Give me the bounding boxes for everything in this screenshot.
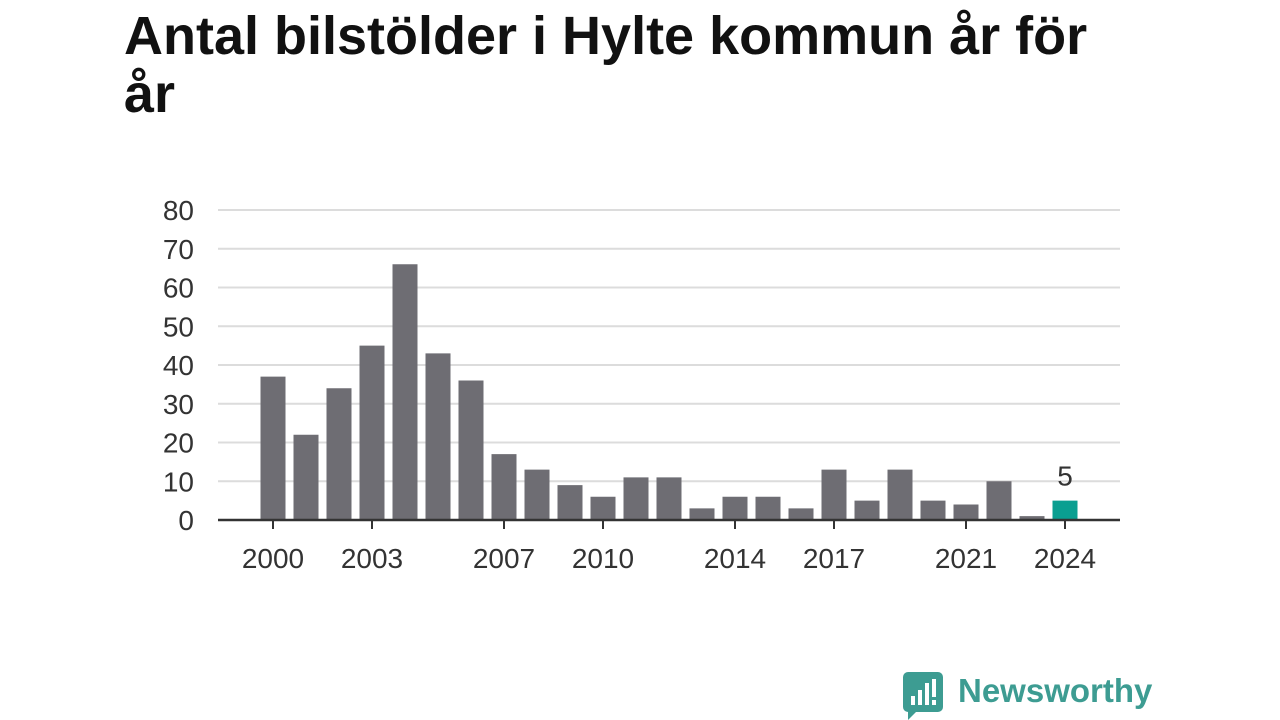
bar-2012 xyxy=(656,477,682,520)
bar-2009 xyxy=(557,485,583,520)
bar-2001 xyxy=(293,434,319,520)
newsworthy-chart-bubble-icon xyxy=(903,672,943,720)
y-tick-label-10: 10 xyxy=(163,466,194,497)
bar-2004 xyxy=(392,264,418,520)
bar-2003 xyxy=(359,345,385,520)
bar-2006 xyxy=(458,380,484,520)
bar-2008 xyxy=(524,469,550,520)
y-tick-label-30: 30 xyxy=(163,389,194,420)
bar-2022 xyxy=(986,481,1012,520)
bar-2017 xyxy=(821,469,847,520)
x-tick-label-2003: 2003 xyxy=(341,543,403,574)
bar-2021 xyxy=(953,504,979,520)
logo-wordmark: Newsworthy xyxy=(958,672,1153,709)
newsworthy-logo[interactable]: Newsworthy xyxy=(903,672,1152,720)
bar-2005 xyxy=(425,353,451,520)
bar-2023 xyxy=(1019,516,1045,520)
y-tick-label-50: 50 xyxy=(163,311,194,342)
x-tick-label-2024: 2024 xyxy=(1034,543,1096,574)
bar-2016 xyxy=(788,508,814,520)
bar-2000 xyxy=(260,376,286,520)
bar-2018 xyxy=(854,500,880,520)
bar-2010 xyxy=(590,496,616,520)
bar-2013 xyxy=(689,508,715,520)
bar-2020 xyxy=(920,500,946,520)
x-tick-label-2021: 2021 xyxy=(935,543,997,574)
x-tick-label-2000: 2000 xyxy=(242,543,304,574)
y-tick-label-70: 70 xyxy=(163,234,194,265)
bar-2007 xyxy=(491,454,517,520)
x-tick-label-2007: 2007 xyxy=(473,543,535,574)
x-tick-label-2010: 2010 xyxy=(572,543,634,574)
chart-title: Antal bilstölder i Hylte kommun år för å… xyxy=(124,6,1088,124)
x-tick-label-2014: 2014 xyxy=(704,543,766,574)
y-tick-label-80: 80 xyxy=(163,195,194,226)
y-tick-label-20: 20 xyxy=(163,428,194,459)
bar-2011 xyxy=(623,477,649,520)
y-tick-label-60: 60 xyxy=(163,273,194,304)
bar-2014 xyxy=(722,496,748,520)
bar-2019 xyxy=(887,469,913,520)
data-label-2024: 5 xyxy=(1057,461,1073,492)
bar-2024 xyxy=(1052,500,1078,520)
y-tick-label-40: 40 xyxy=(163,350,194,381)
x-tick-label-2017: 2017 xyxy=(803,543,865,574)
bar-2002 xyxy=(326,388,352,520)
y-tick-label-0: 0 xyxy=(178,505,194,536)
bar-2015 xyxy=(755,496,781,520)
